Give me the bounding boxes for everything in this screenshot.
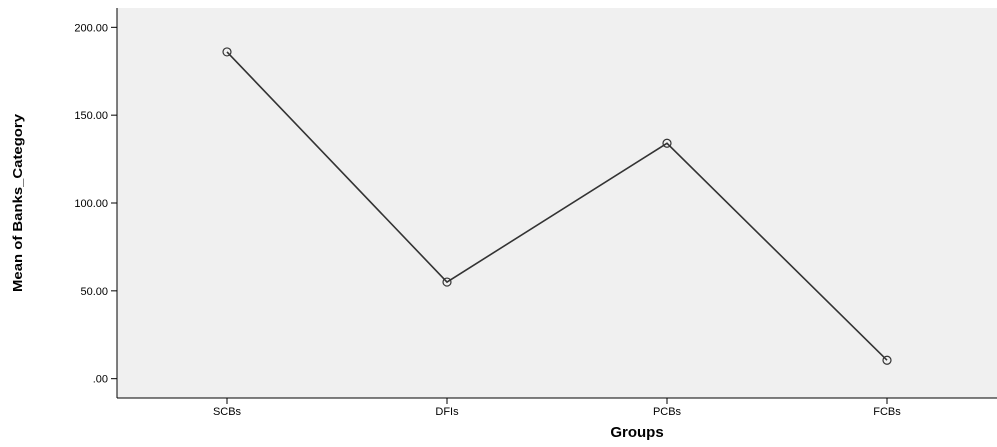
x-tick-label: PCBs [653, 406, 682, 418]
plot-area [117, 8, 997, 398]
series-group [222, 47, 892, 365]
data-point-marker [222, 47, 232, 57]
y-tick-label: .00 [93, 374, 108, 386]
y-axis-ticks: .00 50.00 100.00 150.00 200.00 [74, 22, 117, 386]
y-tick-label: 50.00 [80, 286, 108, 298]
data-point-marker [442, 277, 452, 287]
x-tick-label: SCBs [213, 406, 242, 418]
y-tick-label: 150.00 [74, 110, 108, 122]
y-tick-label: 200.00 [74, 22, 108, 34]
data-point-marker [662, 138, 672, 148]
y-axis-title: Mean of Banks_Category [10, 113, 25, 292]
y-tick-label: 100.00 [74, 198, 108, 210]
x-tick-label: FCBs [873, 406, 901, 418]
series-line [226, 51, 888, 361]
x-axis-title: Groups [610, 424, 663, 441]
x-axis-ticks: SCBs DFIs PCBs FCBs [213, 398, 901, 418]
x-tick-label: DFIs [435, 406, 459, 418]
data-point-marker [882, 355, 892, 365]
